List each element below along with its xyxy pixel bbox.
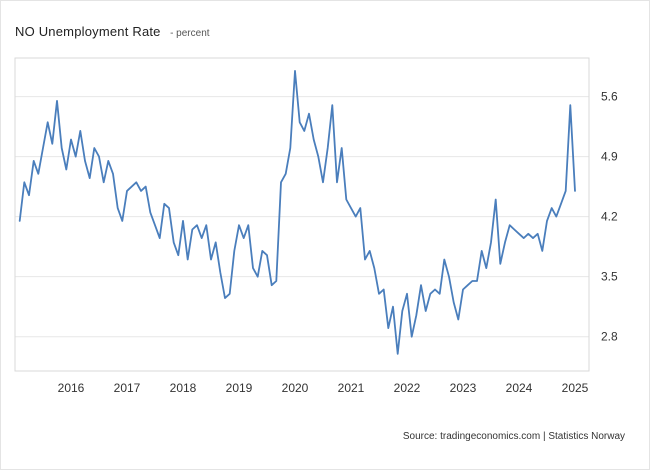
- x-axis-tick-label: 2017: [114, 381, 141, 395]
- x-axis-tick-label: 2025: [562, 381, 589, 395]
- chart-title: NO Unemployment Rate - percent: [15, 23, 210, 41]
- chart-title-text: NO Unemployment Rate: [15, 24, 161, 39]
- plot-frame: [14, 57, 590, 372]
- y-axis-tick-label: 4.2: [601, 210, 618, 224]
- y-axis-tick-label: 2.8: [601, 330, 618, 344]
- x-axis-tick-label: 2021: [338, 381, 365, 395]
- x-axis-tick-label: 2018: [170, 381, 197, 395]
- y-axis-tick-label: 3.5: [601, 270, 618, 284]
- x-axis-tick-label: 2022: [394, 381, 421, 395]
- y-axis-tick-label: 5.6: [601, 90, 618, 104]
- chart-unit-label: - percent: [170, 28, 210, 39]
- y-axis-tick-label: 4.9: [601, 150, 618, 164]
- x-axis-tick-label: 2020: [282, 381, 309, 395]
- x-axis-tick-label: 2023: [450, 381, 477, 395]
- x-axis-tick-label: 2016: [58, 381, 85, 395]
- unemployment-rate-line: [18, 70, 576, 355]
- x-axis-tick-label: 2019: [226, 381, 253, 395]
- source-attribution: Source: tradingeconomics.com | Statistic…: [402, 431, 625, 442]
- x-axis-tick-label: 2024: [506, 381, 533, 395]
